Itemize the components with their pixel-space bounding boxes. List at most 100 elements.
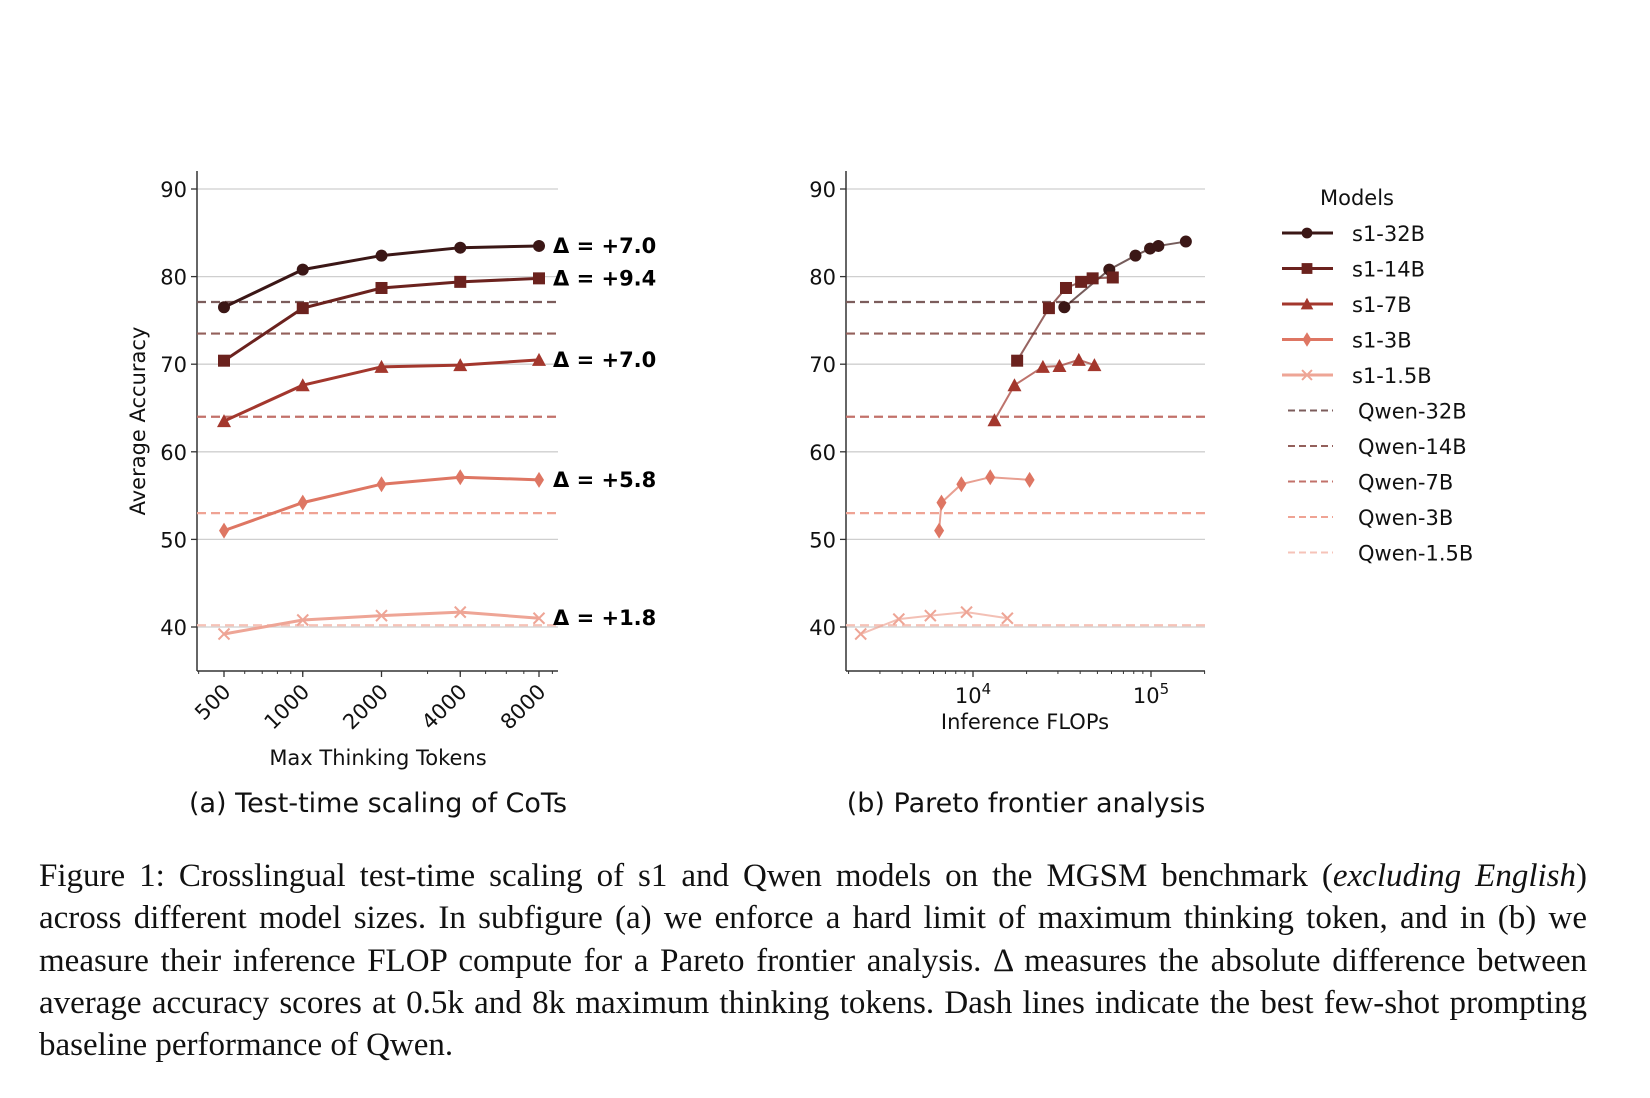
legend-label: Qwen-3B [1358,506,1453,530]
delta-label: Δ = +1.8 [553,606,656,630]
data-point [1075,275,1088,288]
figure-caption: Figure 1: Crosslingual test-time scaling… [39,855,1587,1066]
subcaption-b: (b) Pareto frontier analysis [847,788,1206,819]
data-point [1059,281,1072,294]
legend-label: s1-3B [1352,329,1412,353]
chart-a-test-time-scaling: 40 50 60 70 80 90 500 1000 2000 4000 8000 Max Think… [126,171,656,770]
x-tick-label: 500 [190,680,235,725]
legend-label: s1-32B [1352,222,1425,246]
legend-marker [1300,297,1314,310]
series-line [938,476,1030,531]
data-point [854,627,867,641]
x-axis-label: Inference FLOPs [941,710,1109,734]
data-point [1001,612,1014,625]
legend-label: Qwen-7B [1358,471,1453,495]
legend: Models s1-32B s1-14B s1-7B s1-3B s1-1.5B Qwen-… [1282,186,1473,566]
x-axis-label: Max Thinking Tokens [269,746,486,770]
legend-label: Qwen-32B [1358,400,1467,424]
data-point [1052,358,1067,372]
legend-item-s1-7b: s1-7B [1282,293,1412,317]
data-point [960,605,973,619]
data-point [296,263,309,276]
series-s1-14b: Δ = +9.4 [218,266,656,367]
y-tick-label: 50 [809,528,836,552]
data-point [532,612,546,625]
series-s1-7b [987,352,1102,427]
y-tick-label: 90 [809,178,836,202]
series-s1-1.5b [854,605,1014,641]
data-point [218,354,230,367]
data-point [375,609,388,622]
data-point [375,281,388,294]
data-point [532,352,546,366]
legend-item-s1-3b: s1-3B [1282,329,1412,353]
legend-item-qwen-3b: Qwen-3B [1288,506,1453,530]
series-s1-14b [1011,271,1119,367]
y-tick-label: 90 [160,178,187,202]
x-tick-label: 1000 [260,680,315,735]
data-point [1179,235,1192,248]
series-s1-7b: Δ = +7.0 [217,348,656,428]
y-tick-label: 60 [160,441,187,465]
data-point [1106,271,1119,284]
y-tick-label: 80 [809,266,836,290]
y-tick-label: 60 [809,441,836,465]
y-tick-label: 70 [160,353,187,377]
data-point [374,359,389,373]
legend-label: s1-1.5B [1352,364,1432,388]
data-point [455,469,466,486]
y-tick-label: 40 [809,616,836,640]
legend-item-qwen-14b: Qwen-14B [1288,435,1467,459]
delta-label: Δ = +7.0 [553,348,656,372]
legend-title: Models [1320,186,1394,210]
caption-text-2: ) across different model sizes. In subfi… [39,858,1587,1064]
data-point [1129,249,1142,262]
data-point [1058,301,1071,314]
y-tick-label: 50 [160,528,187,552]
series-line [1063,240,1187,309]
legend-marker [1302,332,1312,347]
data-point [892,612,906,626]
data-point [453,358,468,372]
series-s1-3b: Δ = +5.8 [219,468,656,539]
x-tick-label: 2000 [338,680,393,735]
legend-item-qwen-32b: Qwen-32B [1288,400,1467,424]
data-point [296,302,309,315]
data-point [1035,359,1050,373]
series-line [860,611,1008,635]
data-point [219,522,229,539]
legend-item-s1-14b: s1-14B [1282,258,1425,282]
y-tick-label: 70 [809,353,836,377]
data-point [376,476,387,493]
data-point [1042,302,1055,315]
data-point [454,275,467,288]
figure-canvas: 40 50 60 70 80 90 500 1000 2000 4000 8000 Max Think… [126,171,1473,819]
data-point [454,605,467,619]
data-point [985,469,996,486]
data-point [454,241,467,254]
data-point [296,613,309,627]
data-point [1086,272,1099,285]
data-point [295,378,310,392]
legend-label: Qwen-1.5B [1358,542,1473,566]
delta-label: Δ = +7.0 [553,234,656,258]
x-tick-label: 8000 [496,680,551,735]
legend-item-qwen-1.5b: Qwen-1.5B [1288,542,1473,566]
legend-marker [1301,263,1313,274]
series-s1-1.5b: Δ = +1.8 [217,605,656,641]
data-point [924,609,937,622]
data-point [217,414,231,428]
x-tick-label: 105 [1133,680,1169,708]
data-point [218,301,230,314]
data-point [375,249,388,262]
legend-marker [1301,369,1313,381]
series-s1-3b [934,469,1035,539]
legend-item-s1-32b: s1-32B [1282,222,1425,246]
legend-item-qwen-7b: Qwen-7B [1288,471,1453,495]
legend-marker [1301,227,1313,239]
series-s1-32b: Δ = +7.0 [218,234,656,314]
data-point [1087,358,1102,372]
x-tick-label: 4000 [417,680,472,735]
series-s1-32b [1058,235,1192,314]
data-point [1007,378,1022,392]
